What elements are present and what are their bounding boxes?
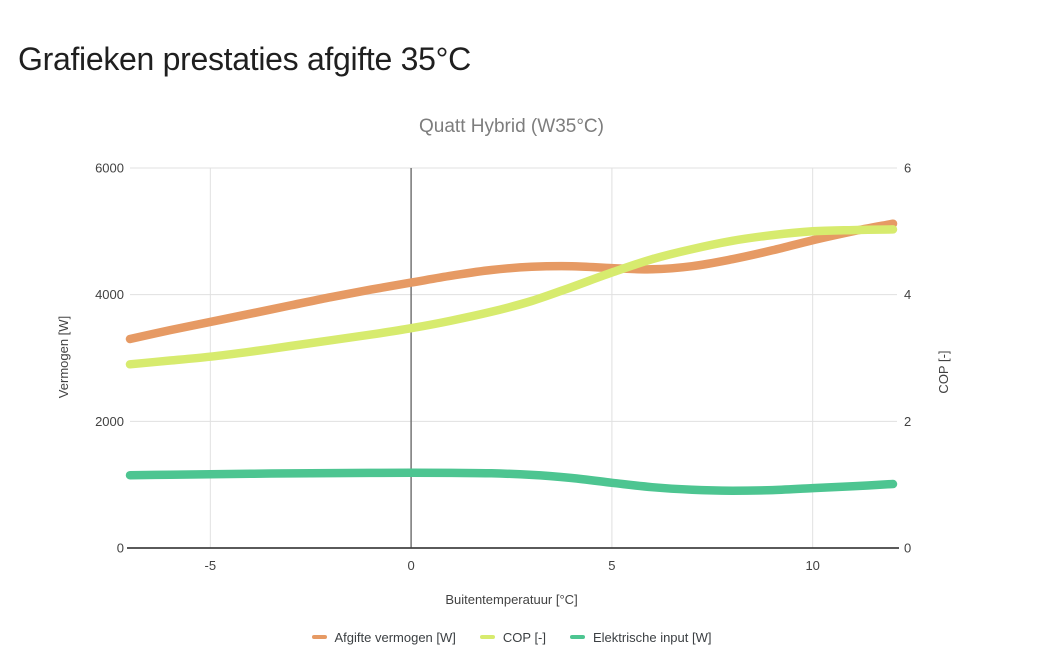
legend-swatch-afgifte-vermogen	[311, 635, 327, 639]
axis-tick-labels: 0 2000 4000 6000 0 2 4 6 -5 0 5 10	[95, 161, 911, 574]
page-title: Grafieken prestaties afgifte 35°C	[18, 41, 471, 78]
legend-swatch-cop	[479, 635, 495, 639]
series-line-elektrische-input-w	[125, 468, 898, 495]
y-right-tick-0: 0	[904, 541, 911, 556]
grid-lines	[127, 167, 899, 549]
chart-title: Quatt Hybrid (W35°C)	[419, 116, 604, 137]
y-left-tick-6000: 6000	[95, 161, 124, 176]
series-line-afgifte-vermogen-w	[125, 219, 898, 344]
series-lines	[125, 219, 898, 495]
y-left-tick-2000: 2000	[95, 414, 124, 429]
x-tick--5: -5	[205, 558, 217, 573]
legend-label-cop: COP [-]	[502, 629, 546, 645]
legend-swatch-elektrische-input	[570, 635, 585, 639]
y-right-tick-2: 2	[904, 414, 911, 429]
series-line-cop	[125, 225, 898, 369]
legend-label-elektrische-input: Elektrische input [W]	[593, 629, 712, 645]
y-axis-title-left: Vermogen [W]	[56, 315, 71, 399]
chart-legend: Afgifte vermogen [W] COP [-] Elektrische…	[130, 626, 893, 648]
legend-item-cop: COP [-]	[479, 629, 546, 645]
legend-label-afgifte-vermogen: Afgifte vermogen [W]	[334, 629, 456, 645]
y-right-tick-4: 4	[904, 287, 911, 302]
y-left-tick-4000: 4000	[95, 287, 124, 302]
legend-item-afgifte-vermogen: Afgifte vermogen [W]	[311, 629, 456, 645]
x-tick-10: 10	[805, 558, 819, 573]
y-axis-title-right: COP [-]	[936, 350, 951, 394]
legend-item-elektrische-input: Elektrische input [W]	[570, 630, 712, 645]
x-axis-title: Buitentemperatuur [°C]	[445, 592, 578, 607]
y-right-tick-6: 6	[904, 161, 911, 176]
x-tick-0: 0	[407, 558, 414, 573]
x-tick-5: 5	[608, 558, 615, 573]
y-left-tick-0: 0	[117, 541, 124, 556]
